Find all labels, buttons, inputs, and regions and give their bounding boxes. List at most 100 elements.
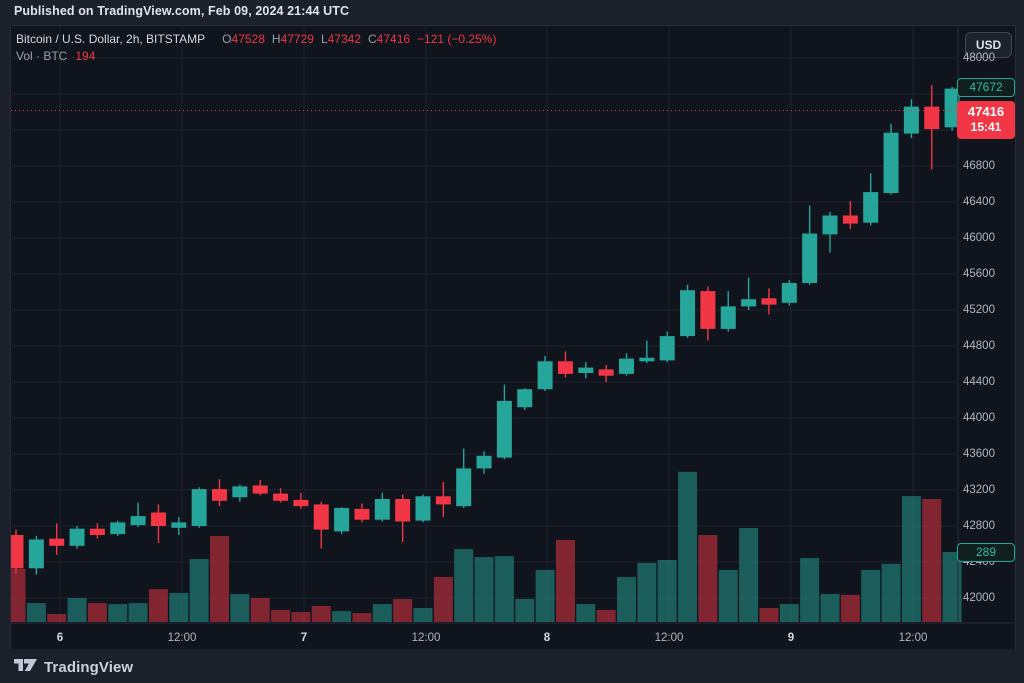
volume-badge: 289 — [957, 542, 1015, 562]
volume-bar — [311, 606, 331, 622]
volume-bar — [759, 607, 779, 622]
volume-bar — [67, 598, 87, 622]
candle-wick — [646, 340, 648, 364]
currency-button[interactable]: USD — [965, 32, 1012, 58]
time-tick-label: 12:00 — [654, 632, 684, 644]
volume-bar — [291, 612, 311, 622]
footer: TradingView — [0, 649, 1024, 683]
volume-bar — [128, 603, 148, 622]
candle-body — [659, 336, 675, 361]
time-tick-label: 12:00 — [167, 632, 197, 644]
candle-body — [252, 485, 268, 494]
last-price-value: 47416 — [967, 103, 1005, 119]
candle-body — [395, 499, 411, 522]
volume-bar — [698, 535, 718, 622]
candle-body — [456, 468, 472, 507]
symbol-legend: Bitcoin / U.S. Dollar, 2h, BITSTAMP O4752… — [16, 31, 496, 65]
candle-body — [69, 528, 85, 546]
candle-body — [374, 499, 390, 520]
candle-body — [191, 489, 207, 526]
candle-body — [822, 215, 838, 235]
volume-bar — [413, 607, 433, 622]
volume-bar — [901, 496, 921, 622]
last-price-badge: 47416 15:41 — [957, 100, 1015, 139]
candle-body — [171, 522, 187, 528]
volume-value: 194 — [75, 49, 96, 63]
volume-bar — [271, 609, 291, 622]
volume-bar — [576, 604, 596, 622]
price-tick-label: 42800 — [963, 520, 995, 532]
volume-bar — [637, 562, 657, 622]
candle-body — [761, 298, 777, 305]
tradingview-link[interactable]: TradingView — [14, 657, 133, 678]
ohlc-values: O47528 H47729 L47342 C47416 — [222, 32, 411, 46]
candle-wick — [137, 502, 139, 527]
time-tick-label: 9 — [787, 632, 795, 644]
volume-bar — [494, 556, 514, 622]
candle-body — [11, 535, 24, 569]
volume-bar — [454, 549, 474, 622]
candle-body — [883, 132, 899, 193]
candle-body — [313, 504, 329, 530]
publish-banner-text: Published on TradingView.com, Feb 09, 20… — [14, 4, 350, 18]
candle-body — [781, 283, 797, 303]
candle-body — [700, 291, 716, 329]
volume-bar — [617, 576, 636, 622]
candle-wick — [747, 277, 750, 310]
candle-body — [496, 400, 512, 458]
volume-bar — [678, 471, 698, 622]
candle-body — [680, 290, 696, 337]
symbol-title: Bitcoin / U.S. Dollar, 2h, BITSTAMP — [16, 32, 206, 46]
candle-body — [415, 496, 431, 521]
price-tick-label: 44000 — [963, 412, 995, 424]
volume-bar — [739, 528, 759, 622]
price-tick-label: 46800 — [963, 160, 995, 172]
volume-bar — [148, 589, 168, 622]
volume-bar — [87, 603, 107, 622]
time-tick-label: 12:00 — [898, 632, 928, 644]
tradingview-logo-icon — [14, 657, 37, 678]
volume-bar — [779, 604, 799, 622]
volume-bar — [332, 611, 352, 622]
bar-countdown: 15:41 — [970, 119, 1002, 134]
candle-body — [598, 369, 614, 376]
candle-body — [578, 367, 594, 373]
publish-banner: Published on TradingView.com, Feb 09, 20… — [0, 0, 1024, 25]
time-tick-label: 7 — [300, 632, 308, 644]
price-tick-label: 48000 — [963, 52, 995, 64]
price-tick-label: 43200 — [963, 484, 995, 496]
volume-bar — [922, 498, 942, 622]
price-tick-label: 46000 — [963, 232, 995, 244]
volume-bar — [169, 592, 189, 622]
volume-bar — [881, 563, 901, 622]
candle-body — [232, 486, 248, 498]
candle-body — [273, 493, 289, 501]
candle-body — [150, 512, 166, 526]
price-tick-label: 44400 — [963, 376, 995, 388]
time-tick-label: 12:00 — [411, 632, 441, 644]
candle-body — [354, 508, 370, 520]
candle-body — [944, 88, 960, 128]
candle-body — [924, 106, 940, 130]
time-tick-label: 8 — [543, 632, 551, 644]
price-tick-label: 42000 — [963, 592, 995, 604]
price-change: −121 (−0.25%) — [417, 32, 497, 46]
candle-body — [293, 499, 309, 507]
high-price-badge: 47672 — [957, 78, 1015, 98]
volume-bar — [47, 614, 67, 622]
candle-body — [130, 516, 146, 526]
candle-body — [476, 455, 492, 469]
volume-bar — [942, 552, 962, 622]
price-tick-label: 45600 — [963, 268, 995, 280]
volume-bar — [26, 603, 46, 622]
volume-bar — [11, 568, 26, 622]
candle-body — [639, 357, 655, 362]
volume-bar — [555, 539, 575, 622]
price-tick-label: 44800 — [963, 340, 995, 352]
candle-body — [741, 299, 757, 307]
volume-bar — [800, 558, 820, 622]
volume-bar — [840, 594, 860, 622]
candlestick-chart[interactable] — [11, 26, 1015, 649]
candle-body — [110, 522, 126, 535]
volume-bar — [596, 609, 616, 622]
